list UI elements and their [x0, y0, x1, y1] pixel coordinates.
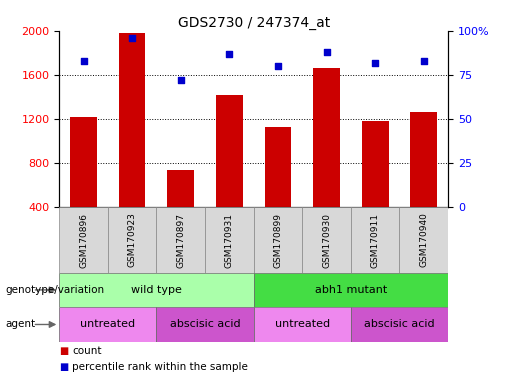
Bar: [302, 207, 351, 273]
Title: GDS2730 / 247374_at: GDS2730 / 247374_at: [178, 16, 330, 30]
Text: GSM170899: GSM170899: [273, 212, 282, 268]
Text: genotype/variation: genotype/variation: [5, 285, 104, 295]
Text: GSM170923: GSM170923: [128, 213, 136, 267]
Text: count: count: [72, 346, 101, 356]
Text: GSM170896: GSM170896: [79, 212, 88, 268]
Bar: [351, 207, 400, 273]
Point: [420, 58, 428, 64]
Text: ■: ■: [59, 346, 68, 356]
Text: GSM170897: GSM170897: [176, 212, 185, 268]
Bar: [362, 121, 388, 207]
Text: GSM170911: GSM170911: [371, 212, 380, 268]
Bar: [167, 170, 194, 207]
Text: untreated: untreated: [274, 319, 330, 329]
Text: ■: ■: [59, 362, 68, 372]
Bar: [119, 33, 146, 207]
Bar: [351, 307, 448, 342]
Bar: [205, 207, 253, 273]
Bar: [216, 95, 243, 207]
Bar: [253, 307, 351, 342]
Text: wild type: wild type: [131, 285, 182, 295]
Bar: [400, 207, 448, 273]
Point: [371, 60, 379, 66]
Point: [322, 49, 331, 55]
Text: GSM170930: GSM170930: [322, 212, 331, 268]
Point: [225, 51, 233, 57]
Bar: [59, 207, 108, 273]
Point: [128, 35, 136, 41]
Text: GSM170931: GSM170931: [225, 212, 234, 268]
Text: untreated: untreated: [80, 319, 135, 329]
Bar: [108, 207, 157, 273]
Text: GSM170940: GSM170940: [419, 213, 428, 267]
Text: abscisic acid: abscisic acid: [364, 319, 435, 329]
Point: [79, 58, 88, 64]
Bar: [157, 307, 253, 342]
Bar: [253, 207, 302, 273]
Bar: [253, 273, 448, 307]
Bar: [59, 273, 253, 307]
Bar: [70, 117, 97, 207]
Text: abh1 mutant: abh1 mutant: [315, 285, 387, 295]
Bar: [157, 207, 205, 273]
Bar: [410, 113, 437, 207]
Text: percentile rank within the sample: percentile rank within the sample: [72, 362, 248, 372]
Text: abscisic acid: abscisic acid: [170, 319, 241, 329]
Text: agent: agent: [5, 319, 35, 329]
Bar: [265, 127, 291, 207]
Bar: [59, 307, 157, 342]
Point: [274, 63, 282, 69]
Point: [177, 77, 185, 83]
Bar: [313, 68, 340, 207]
